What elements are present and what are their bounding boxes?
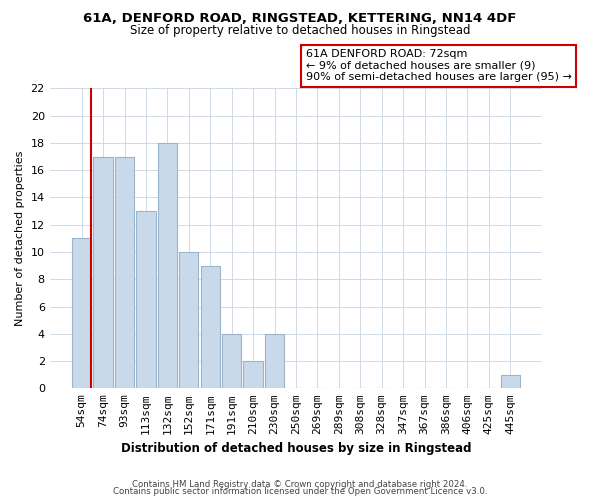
- Bar: [244, 361, 263, 388]
- Bar: [72, 238, 91, 388]
- Y-axis label: Number of detached properties: Number of detached properties: [15, 150, 25, 326]
- Bar: [158, 143, 177, 388]
- Bar: [500, 374, 520, 388]
- Text: Contains public sector information licensed under the Open Government Licence v3: Contains public sector information licen…: [113, 488, 487, 496]
- X-axis label: Distribution of detached houses by size in Ringstead: Distribution of detached houses by size …: [121, 442, 471, 455]
- Bar: [115, 156, 134, 388]
- Bar: [200, 266, 220, 388]
- Bar: [222, 334, 241, 388]
- Bar: [94, 156, 113, 388]
- Bar: [265, 334, 284, 388]
- Bar: [136, 211, 155, 388]
- Text: Size of property relative to detached houses in Ringstead: Size of property relative to detached ho…: [130, 24, 470, 37]
- Bar: [179, 252, 199, 388]
- Text: 61A DENFORD ROAD: 72sqm
← 9% of detached houses are smaller (9)
90% of semi-deta: 61A DENFORD ROAD: 72sqm ← 9% of detached…: [306, 49, 572, 82]
- Text: Contains HM Land Registry data © Crown copyright and database right 2024.: Contains HM Land Registry data © Crown c…: [132, 480, 468, 489]
- Text: 61A, DENFORD ROAD, RINGSTEAD, KETTERING, NN14 4DF: 61A, DENFORD ROAD, RINGSTEAD, KETTERING,…: [83, 12, 517, 26]
